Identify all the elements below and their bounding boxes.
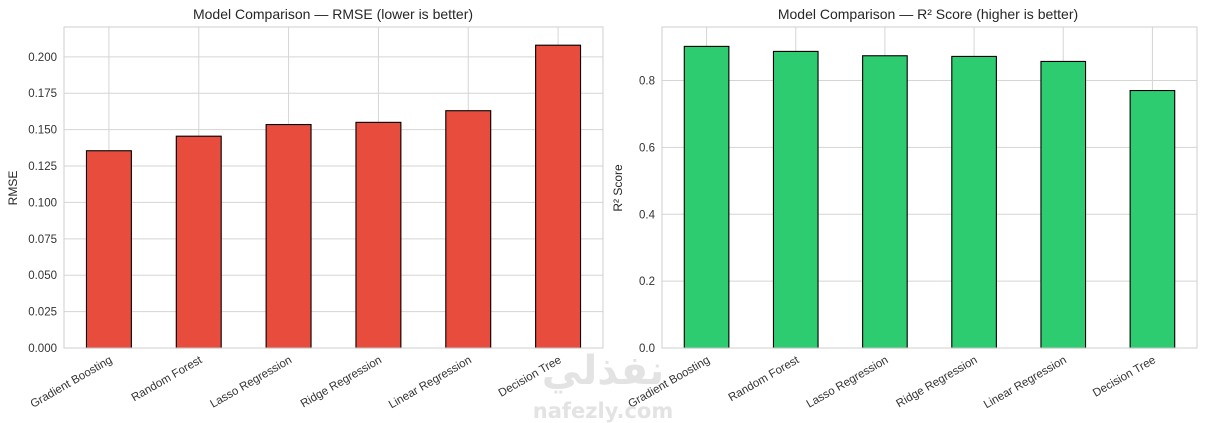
rmse-y-tick-label: 0.050	[28, 270, 57, 282]
rmse-chart-panel: Model Comparison — RMSE (lower is better…	[6, 6, 604, 411]
rmse-y-tick-label: 0.150	[28, 125, 57, 137]
r2-bar	[772, 50, 819, 349]
r2-bar	[1040, 60, 1087, 349]
r2-chart-title: Model Comparison — R² Score (higher is b…	[778, 6, 1078, 22]
r2-bars	[683, 45, 1176, 349]
watermark-latin-text: nafezly.com	[533, 399, 673, 423]
rmse-bars	[85, 44, 582, 349]
r2-bar	[862, 55, 908, 349]
rmse-x-tick-label: Random Forest	[130, 354, 205, 404]
rmse-plot-frame	[63, 26, 604, 349]
r2-y-tick-label: 0.8	[639, 76, 655, 88]
r2-y-tick-label: 0.4	[639, 209, 656, 221]
watermark-arabic-text: نفذلي	[542, 348, 664, 394]
r2-chart-panel: Model Comparison — R² Score (higher is b…	[611, 6, 1198, 411]
rmse-bar	[175, 135, 222, 349]
r2-x-tick-label: Random Forest	[727, 354, 802, 404]
rmse-y-tick-label: 0.200	[28, 52, 57, 64]
rmse-chart-title: Model Comparison — RMSE (lower is better…	[193, 6, 473, 22]
rmse-x-tick-label: Gradient Boosting	[29, 354, 115, 410]
rmse-x-tick-label: Ridge Regression	[299, 354, 384, 410]
r2-y-tick-label: 0.6	[639, 142, 655, 154]
r2-gridlines	[662, 27, 1197, 349]
rmse-y-tick-label: 0.100	[28, 197, 57, 209]
rmse-bar	[85, 150, 132, 349]
r2-y-tick-label: 0.2	[639, 276, 655, 288]
r2-plot-frame	[661, 26, 1198, 349]
nafezly-watermark: نفذلي nafezly.com	[533, 348, 673, 423]
r2-y-axis-label: R² Score	[611, 164, 625, 212]
rmse-bar	[355, 121, 402, 349]
rmse-y-tick-label: 0.125	[28, 161, 57, 173]
rmse-bar	[265, 123, 312, 349]
r2-x-tick-label: Linear Regression	[982, 354, 1069, 411]
r2-x-tick-label: Lasso Regression	[805, 354, 891, 410]
r2-bar	[1129, 89, 1176, 349]
r2-bar	[951, 55, 997, 349]
rmse-bar	[535, 44, 582, 349]
rmse-bar	[445, 110, 492, 349]
rmse-y-tick-label: 0.075	[28, 234, 57, 246]
rmse-gridlines	[64, 27, 603, 349]
r2-bar	[683, 45, 730, 349]
rmse-y-tick-label: 0.000	[28, 343, 57, 355]
r2-y-tick-label: 0.0	[639, 343, 655, 355]
rmse-y-axis-label: RMSE	[6, 171, 20, 206]
rmse-y-tick-label: 0.175	[28, 88, 57, 100]
rmse-x-tick-label: Lasso Regression	[208, 354, 294, 410]
rmse-x-tick-label: Linear Regression	[387, 354, 474, 411]
rmse-y-tick-label: 0.025	[28, 307, 57, 319]
r2-x-tick-label: Decision Tree	[1091, 354, 1158, 400]
r2-x-tick-label: Ridge Regression	[894, 354, 979, 410]
